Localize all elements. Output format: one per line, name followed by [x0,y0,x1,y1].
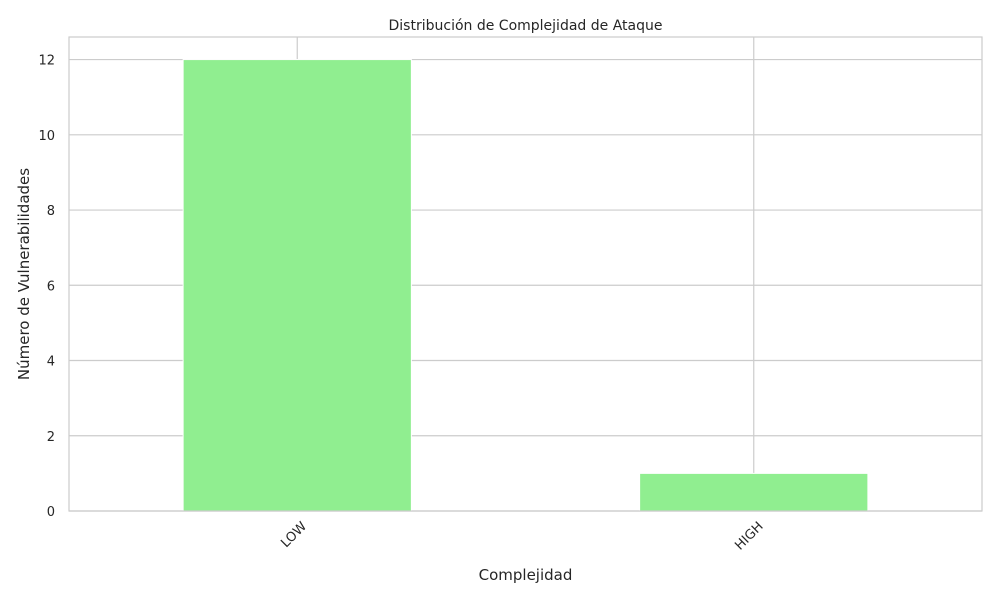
x-tick-label: LOW [278,519,310,551]
plot-frame [68,36,983,512]
y-tick-labels: 0 2 4 6 8 10 12 [38,54,55,520]
chart-title: Distribución de Complejidad de Ataque [389,18,663,34]
y-tick-label: 2 [47,430,55,445]
x-axis-label: Complejidad [479,566,573,584]
y-tick-label: 10 [38,129,55,144]
y-tick-label: 6 [47,279,55,294]
x-tick-label: HIGH [732,519,766,553]
y-tick-label: 12 [38,54,55,69]
y-axis-label: Número de Vulnerabilidades [15,168,33,380]
y-tick-label: 0 [47,505,55,520]
y-tick-label: 4 [47,355,55,370]
bar-low [182,59,412,512]
y-tick-label: 8 [47,204,55,219]
bar-high [639,472,869,512]
bars [182,59,869,512]
x-tick-labels: LOW HIGH [278,519,766,553]
